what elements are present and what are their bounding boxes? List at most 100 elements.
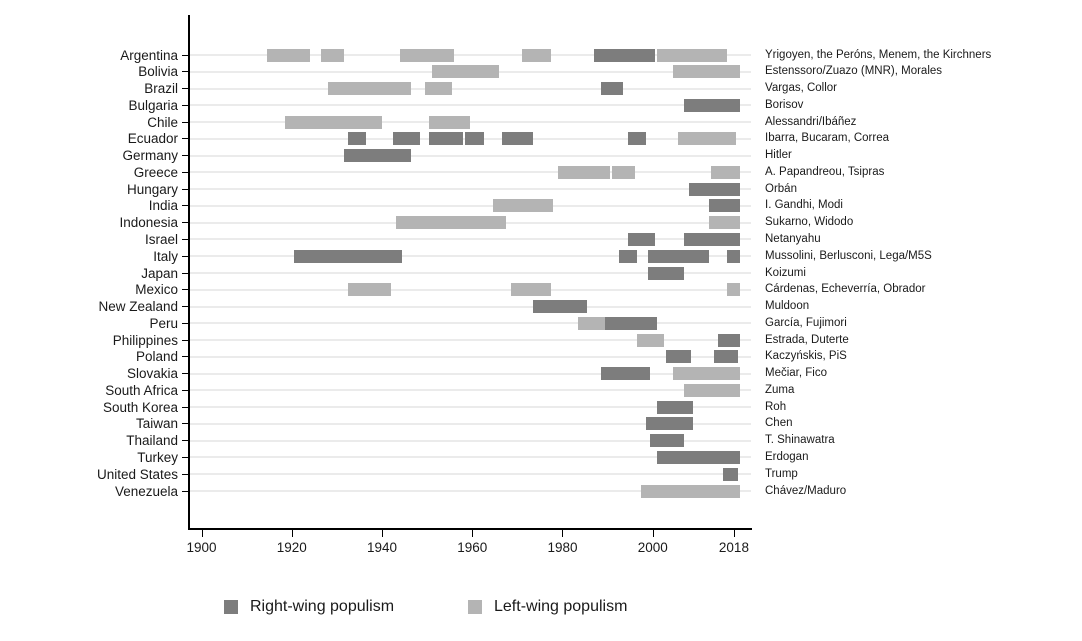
leader-names-label: Chávez/Maduro bbox=[765, 484, 847, 497]
leader-names-label: Mussolini, Berlusconi, Lega/M5S bbox=[765, 249, 932, 262]
x-axis-tick bbox=[382, 529, 384, 537]
country-label-italy: Italy bbox=[153, 248, 178, 264]
right-wing-populism-bar bbox=[722, 467, 739, 481]
leader-names-label: Vargas, Collor bbox=[765, 82, 838, 95]
country-label-new-zealand: New Zealand bbox=[98, 299, 178, 315]
y-axis-tick bbox=[182, 155, 188, 157]
left-wing-populism-bar bbox=[557, 165, 610, 179]
leader-names-label: Yrigoyen, the Peróns, Menem, the Kirchne… bbox=[765, 48, 992, 61]
row-guide-line bbox=[189, 272, 751, 274]
row-guide-line bbox=[189, 473, 751, 476]
country-label-greece: Greece bbox=[133, 164, 178, 180]
row-guide-line bbox=[189, 456, 751, 459]
left-wing-populism-bar bbox=[636, 333, 664, 347]
row-guide-line bbox=[189, 188, 751, 191]
right-wing-populism-bar bbox=[684, 98, 740, 112]
country-label-taiwan: Taiwan bbox=[135, 416, 178, 432]
row-guide-line bbox=[189, 87, 751, 90]
x-axis-tick-label: 1940 bbox=[366, 540, 398, 555]
row-guide-line bbox=[189, 305, 751, 308]
country-label-south-africa: South Africa bbox=[105, 382, 178, 398]
row-guide-line bbox=[189, 339, 751, 342]
right-wing-populism-bar bbox=[713, 350, 739, 364]
row-guide-line bbox=[189, 104, 751, 107]
leader-names-label: Estrada, Duterte bbox=[765, 333, 849, 346]
left-wing-swatch-icon bbox=[468, 600, 482, 614]
right-wing-populism-bar bbox=[594, 48, 655, 62]
left-wing-populism-bar bbox=[709, 216, 740, 230]
y-axis-tick bbox=[182, 373, 188, 375]
x-axis-tick bbox=[562, 529, 564, 537]
legend-item-right-wing: Right-wing populism bbox=[224, 594, 394, 620]
y-axis-tick bbox=[182, 222, 188, 224]
row-guide-line bbox=[189, 372, 751, 375]
left-wing-populism-bar bbox=[673, 65, 740, 79]
x-axis-tick bbox=[733, 529, 735, 537]
legend-item-left-wing: Left-wing populism bbox=[468, 594, 627, 620]
y-axis-tick bbox=[182, 138, 188, 140]
x-axis-tick-label: 1960 bbox=[457, 540, 488, 555]
y-axis-tick bbox=[182, 121, 188, 123]
y-axis-tick bbox=[182, 205, 188, 207]
country-label-germany: Germany bbox=[122, 148, 178, 164]
leader-names-label: Cárdenas, Echeverría, Obrador bbox=[765, 283, 926, 296]
row-guide-line bbox=[189, 121, 751, 124]
country-label-argentina: Argentina bbox=[120, 47, 178, 63]
country-label-poland: Poland bbox=[135, 349, 178, 365]
left-wing-populism-bar bbox=[641, 484, 740, 498]
y-axis-tick bbox=[182, 306, 188, 308]
x-axis-tick-label: 1900 bbox=[186, 540, 217, 555]
x-axis-tick bbox=[201, 529, 203, 537]
left-wing-populism-bar bbox=[348, 283, 392, 297]
left-wing-populism-bar bbox=[684, 383, 740, 397]
y-axis-tick bbox=[182, 104, 188, 106]
right-wing-populism-bar bbox=[645, 417, 694, 431]
y-axis-tick bbox=[182, 423, 188, 425]
row-guide-line bbox=[189, 439, 751, 442]
row-guide-line bbox=[189, 389, 751, 392]
leader-names-label: Koizumi bbox=[765, 266, 806, 279]
y-axis-tick bbox=[182, 356, 188, 358]
right-wing-populism-bar bbox=[727, 249, 740, 263]
y-axis-tick bbox=[182, 255, 188, 257]
right-wing-populism-bar bbox=[657, 450, 740, 464]
x-axis-tick bbox=[291, 529, 293, 537]
row-guide-line bbox=[189, 238, 751, 241]
right-wing-swatch-icon bbox=[224, 600, 238, 614]
x-axis-tick bbox=[652, 529, 654, 537]
right-wing-populism-bar bbox=[605, 316, 658, 330]
leader-names-label: Zuma bbox=[765, 383, 795, 396]
left-wing-populism-bar bbox=[727, 283, 740, 297]
left-wing-populism-bar bbox=[431, 65, 500, 79]
left-wing-populism-bar bbox=[400, 48, 455, 62]
leader-names-label: Sukarno, Widodo bbox=[765, 216, 854, 229]
y-axis-tick bbox=[182, 473, 188, 475]
y-axis-tick bbox=[182, 406, 188, 408]
row-guide-line bbox=[189, 406, 751, 409]
row-guide-line bbox=[189, 255, 751, 258]
x-axis-tick-label: 2000 bbox=[637, 540, 668, 555]
right-wing-populism-bar bbox=[666, 350, 692, 364]
right-wing-populism-bar bbox=[650, 434, 685, 448]
left-wing-populism-bar bbox=[578, 316, 606, 330]
country-label-slovakia: Slovakia bbox=[126, 366, 178, 382]
country-label-peru: Peru bbox=[149, 315, 178, 331]
y-axis-tick bbox=[182, 490, 188, 492]
leader-names-label: García, Fujimori bbox=[765, 316, 847, 329]
country-label-turkey: Turkey bbox=[137, 449, 178, 465]
left-wing-populism-bar bbox=[429, 115, 470, 129]
left-wing-populism-bar bbox=[285, 115, 382, 129]
country-label-brazil: Brazil bbox=[144, 81, 178, 97]
y-axis-tick bbox=[182, 322, 188, 324]
x-axis-tick-label: 1980 bbox=[547, 540, 578, 555]
y-axis-tick bbox=[182, 188, 188, 190]
x-axis-tick bbox=[472, 529, 474, 537]
country-label-israel: Israel bbox=[144, 231, 178, 247]
y-axis-line bbox=[188, 15, 190, 528]
right-wing-populism-bar bbox=[429, 132, 464, 146]
country-label-ecuador: Ecuador bbox=[127, 131, 178, 147]
leader-names-label: Ibarra, Bucaram, Correa bbox=[765, 132, 889, 145]
right-wing-populism-bar bbox=[465, 132, 484, 146]
left-wing-populism-bar bbox=[266, 48, 310, 62]
left-wing-populism-bar bbox=[510, 283, 552, 297]
